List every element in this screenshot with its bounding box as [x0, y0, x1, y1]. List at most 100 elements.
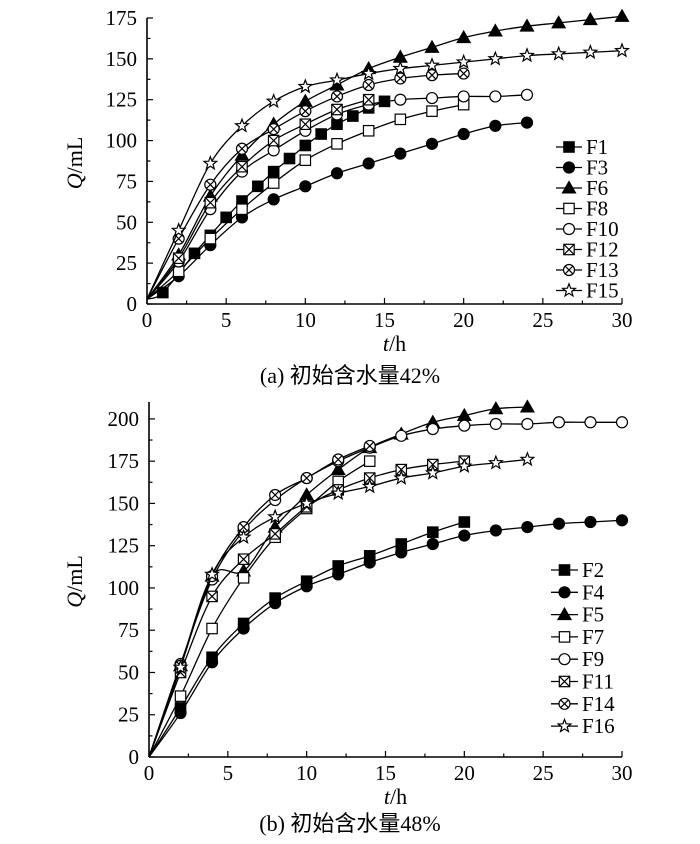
x-tick-label: 30: [612, 761, 633, 785]
data-point-f3: [520, 116, 534, 129]
data-point-f4: [205, 656, 219, 669]
data-point-f9: [521, 417, 534, 431]
legend-label: F16: [582, 714, 615, 738]
data-point-f13: [362, 78, 375, 92]
legend-label: F14: [582, 692, 615, 716]
y-tick-label: 175: [108, 449, 140, 473]
legend-marker-f3: [562, 161, 576, 174]
data-point-f16: [235, 528, 252, 545]
data-point-f3: [362, 157, 375, 170]
legend-marker-f7: [558, 631, 571, 643]
data-point-f14: [363, 439, 376, 453]
legend-marker-f14: [558, 697, 571, 710]
legend-label: F2: [582, 558, 604, 582]
data-point-f15: [550, 45, 567, 61]
data-point-f15: [202, 155, 219, 171]
data-point-f13: [457, 67, 470, 80]
y-tick-label: 150: [106, 47, 138, 71]
x-tick-label: 20: [454, 761, 475, 785]
legend-marker-f15: [561, 282, 577, 298]
legend-marker-f16: [556, 717, 573, 733]
legend-marker-f1: [563, 141, 575, 153]
data-point-f10: [425, 91, 439, 105]
data-point-f1: [347, 110, 359, 122]
legend-label: F5: [582, 603, 604, 627]
data-point-f3: [267, 193, 280, 206]
data-point-f3: [394, 147, 407, 160]
data-point-f3: [299, 180, 312, 193]
y-tick-label: 50: [116, 210, 137, 234]
data-point-f13: [425, 69, 439, 82]
x-tick-label: 15: [374, 308, 395, 332]
legend-label: F1: [586, 135, 608, 159]
data-point-f16: [204, 566, 221, 582]
data-point-f9: [395, 429, 408, 442]
data-point-f1: [283, 152, 296, 165]
y-tick-label: 25: [118, 703, 139, 727]
data-point-f9: [458, 419, 471, 432]
data-point-f10: [489, 90, 502, 103]
y-tick-label: 200: [108, 407, 140, 431]
y-axis-label: Q/mL: [62, 555, 87, 608]
data-point-f9: [426, 422, 439, 436]
data-point-f3: [425, 137, 439, 150]
data-point-f4: [237, 622, 250, 635]
data-point-f11: [269, 528, 281, 540]
data-point-f6: [297, 93, 313, 107]
data-point-f13: [235, 142, 249, 155]
x-tick-label: 25: [532, 308, 553, 332]
legend-label: F10: [586, 217, 619, 241]
x-tick-label: 30: [612, 308, 633, 332]
x-axis-label: t/h: [383, 331, 406, 356]
data-point-f8: [426, 105, 438, 117]
data-point-f4: [521, 520, 534, 534]
data-point-f12: [172, 252, 185, 265]
legend-marker-f9: [558, 653, 571, 666]
data-point-f16: [330, 484, 347, 501]
x-tick-label: 5: [221, 308, 232, 332]
data-point-f10: [394, 93, 407, 106]
legend-marker-f11: [558, 675, 571, 688]
data-point-f9: [552, 416, 566, 429]
x-tick-label: 5: [223, 761, 234, 785]
x-axis-label: t/h: [384, 784, 407, 809]
data-point-f13: [330, 90, 344, 103]
legend-label: F3: [586, 156, 608, 180]
data-point-f4: [584, 515, 597, 529]
series-line-f6: [146, 15, 623, 300]
legend-label: F11: [582, 670, 614, 694]
legend-marker-f8: [563, 202, 575, 215]
data-point-f4: [363, 556, 376, 569]
x-tick-label: 0: [142, 308, 153, 332]
data-point-f4: [426, 537, 439, 551]
data-point-f15: [360, 65, 377, 81]
legend-marker-f13: [562, 263, 576, 277]
legend-label: F4: [582, 580, 605, 604]
data-point-f5: [330, 461, 346, 476]
y-tick-label: 125: [108, 534, 140, 558]
panel-caption: (a) 初始含水量42%: [260, 363, 440, 388]
y-tick-label: 75: [118, 618, 139, 642]
y-tick-label: 175: [106, 6, 138, 30]
data-point-f9: [489, 417, 502, 431]
data-point-f1: [220, 211, 232, 224]
legend-label: F8: [586, 197, 608, 221]
data-point-f6: [551, 15, 567, 29]
data-point-f13: [204, 178, 217, 191]
data-point-f15: [392, 60, 409, 76]
data-point-f2: [427, 526, 439, 538]
y-tick-label: 100: [108, 576, 140, 600]
data-point-f15: [424, 56, 440, 73]
data-point-f4: [552, 517, 566, 530]
data-point-f12: [362, 93, 375, 106]
chart-panel-b: 0 5 10 15 20 25 30 0 25 50 75 100 125 150 175 200 t/h Q/m…: [62, 399, 633, 836]
x-tick-label: 10: [296, 761, 317, 785]
data-point-f9: [615, 416, 629, 429]
data-point-f6: [582, 11, 598, 26]
data-point-f1: [299, 139, 312, 152]
data-point-f7: [174, 690, 187, 702]
legend-marker-f5: [556, 606, 573, 621]
data-point-f15: [519, 47, 535, 63]
data-point-f15: [265, 92, 282, 109]
